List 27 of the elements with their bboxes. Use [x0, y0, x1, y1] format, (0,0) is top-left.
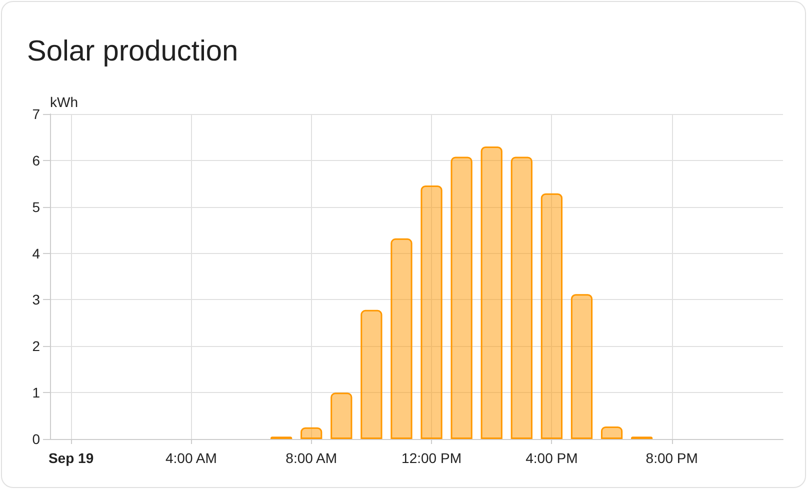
bar [360, 310, 382, 439]
x-tick-label: 4:00 AM [166, 450, 217, 466]
y-tick-label: 3 [32, 292, 40, 308]
y-tick-label: 2 [32, 338, 40, 354]
y-tick-label: 5 [32, 198, 40, 215]
x-tick-label: 4:00 PM [526, 450, 578, 466]
bar [450, 156, 472, 439]
bar [330, 392, 352, 439]
bar [480, 146, 502, 439]
x-tick-label: 8:00 PM [646, 450, 698, 466]
bar [510, 156, 532, 439]
y-tick-label: 7 [32, 106, 40, 122]
y-axis-title: kWh [50, 94, 78, 110]
x-tick-label: Sep 19 [48, 450, 94, 466]
x-tick-label: 12:00 PM [402, 450, 462, 466]
bar [600, 426, 623, 439]
bar [300, 427, 322, 439]
bar [420, 186, 442, 439]
y-tick-label: 4 [32, 245, 40, 262]
chart-title: Solar production [27, 36, 238, 68]
y-tick-label: 0 [32, 431, 40, 447]
bar [570, 294, 593, 439]
y-tick-label: 1 [32, 384, 40, 401]
bar [390, 238, 412, 439]
x-tick-label: 8:00 AM [286, 450, 338, 466]
bar [540, 193, 562, 439]
y-tick-label: 6 [32, 152, 40, 168]
